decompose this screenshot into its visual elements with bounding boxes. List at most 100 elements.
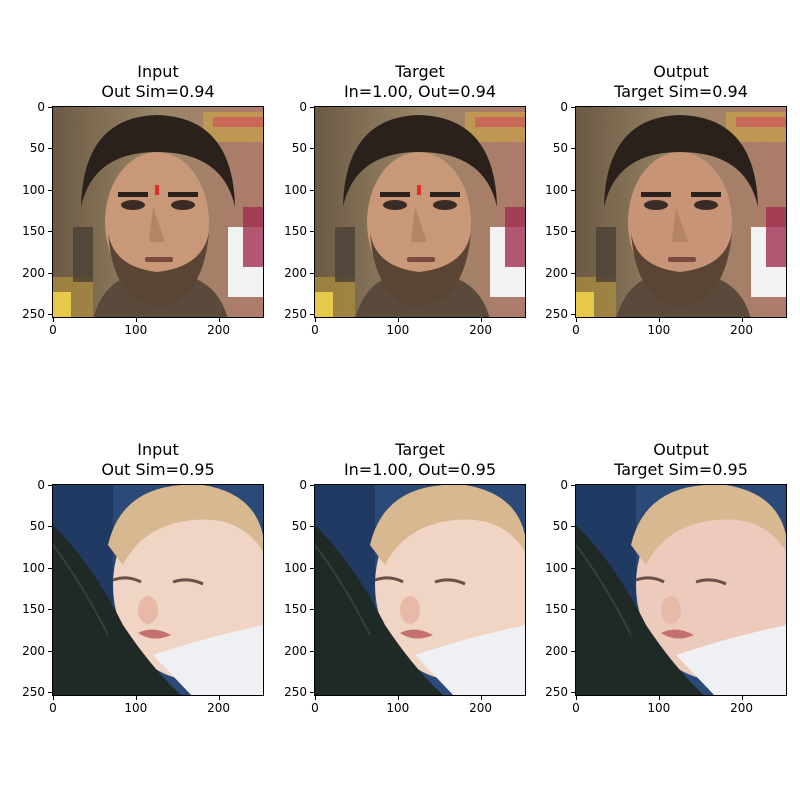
y-tick-mark	[48, 314, 52, 315]
y-tick-mark	[310, 567, 314, 569]
y-tick-label: 50	[291, 141, 307, 156]
y-tick-mark	[571, 231, 575, 233]
x-tick-mark	[53, 318, 54, 322]
y-tick-mark	[48, 485, 52, 486]
y-tick-label: 50	[552, 141, 568, 156]
x-tick-label: 100	[124, 701, 148, 715]
y-tick-mark	[48, 692, 52, 693]
y-tick-mark	[310, 650, 314, 652]
man-face-photo-generated	[575, 106, 787, 318]
panel-title-line2: In=1.00, Out=0.95	[343, 460, 497, 479]
y-tick-mark	[571, 189, 575, 191]
y-tick-label: 200	[22, 265, 45, 280]
y-tick-mark	[571, 567, 575, 569]
panel-title-line1: Output	[653, 440, 709, 459]
x-tick-mark	[576, 696, 577, 700]
panel-title-line2: Target Sim=0.95	[614, 460, 748, 479]
y-tick-mark	[310, 485, 314, 486]
y-tick-mark	[48, 272, 52, 274]
x-tick-mark	[218, 318, 220, 322]
man-face-photo	[314, 106, 526, 318]
panel-title-line1: Target	[395, 62, 445, 81]
x-tick-mark	[315, 318, 316, 322]
x-tick-label: 100	[386, 701, 410, 715]
y-tick-mark	[571, 314, 575, 315]
y-tick-mark	[310, 526, 314, 528]
y-tick-mark	[571, 272, 575, 274]
baby-face-photo	[314, 484, 526, 696]
y-tick-label: 50	[29, 141, 45, 156]
x-tick-mark	[576, 318, 577, 322]
x-tick-mark	[741, 696, 743, 700]
panel-title-line1: Input	[137, 440, 179, 459]
x-tick-label: 0	[572, 323, 580, 337]
panel-title: Input Out Sim=0.94	[28, 62, 288, 102]
y-tick-label: 100	[545, 560, 568, 575]
panel-title: Output Target Sim=0.95	[551, 440, 800, 480]
y-tick-label: 100	[22, 560, 45, 575]
y-tick-mark	[310, 314, 314, 315]
y-tick-label: 150	[284, 224, 307, 239]
y-tick-mark	[571, 692, 575, 693]
baby-face-photo	[52, 484, 264, 696]
y-tick-label: 200	[545, 643, 568, 658]
y-tick-label: 100	[545, 182, 568, 197]
y-tick-label: 250	[545, 685, 568, 699]
man-face-photo	[52, 106, 264, 318]
panel-title-line2: In=1.00, Out=0.94	[343, 82, 497, 101]
y-tick-label: 250	[545, 307, 568, 321]
x-tick-mark	[135, 318, 137, 322]
y-tick-label: 50	[29, 519, 45, 534]
y-tick-mark	[48, 189, 52, 191]
y-tick-label: 200	[22, 643, 45, 658]
y-tick-label: 0	[560, 100, 568, 114]
x-tick-mark	[218, 696, 220, 700]
x-tick-label: 200	[469, 701, 493, 715]
baby-face-photo-generated	[575, 484, 787, 696]
y-tick-mark	[48, 567, 52, 569]
y-tick-mark	[310, 148, 314, 150]
image-panel	[314, 106, 526, 318]
y-tick-label: 100	[284, 560, 307, 575]
panel-title: Target In=1.00, Out=0.94	[290, 62, 550, 102]
y-tick-mark	[48, 107, 52, 108]
y-tick-label: 50	[552, 519, 568, 534]
panel-title: Input Out Sim=0.95	[28, 440, 288, 480]
panel-title-line2: Out Sim=0.95	[101, 460, 215, 479]
y-tick-mark	[571, 485, 575, 486]
y-tick-label: 150	[545, 602, 568, 617]
y-tick-label: 250	[284, 307, 307, 321]
x-tick-mark	[658, 318, 660, 322]
x-tick-mark	[480, 696, 482, 700]
y-tick-label: 250	[22, 307, 45, 321]
y-tick-label: 50	[291, 519, 307, 534]
y-tick-mark	[571, 526, 575, 528]
x-tick-label: 0	[572, 701, 580, 715]
x-tick-label: 100	[647, 323, 671, 337]
panel-title: Target In=1.00, Out=0.95	[290, 440, 550, 480]
x-tick-label: 0	[49, 323, 57, 337]
x-tick-label: 100	[647, 701, 671, 715]
x-tick-label: 200	[469, 323, 493, 337]
x-tick-mark	[658, 696, 660, 700]
x-tick-mark	[53, 696, 54, 700]
panel-title-line2: Target Sim=0.94	[614, 82, 748, 101]
y-tick-mark	[310, 189, 314, 191]
x-tick-mark	[397, 318, 399, 322]
x-tick-label: 200	[207, 701, 231, 715]
y-tick-mark	[310, 692, 314, 693]
y-tick-mark	[310, 609, 314, 611]
y-tick-label: 100	[22, 182, 45, 197]
y-tick-label: 150	[22, 602, 45, 617]
panel-title-line1: Input	[137, 62, 179, 81]
x-tick-label: 200	[207, 323, 231, 337]
y-tick-label: 200	[284, 265, 307, 280]
y-tick-label: 150	[284, 602, 307, 617]
image-panel	[575, 484, 787, 696]
y-tick-mark	[571, 148, 575, 150]
y-tick-label: 0	[37, 478, 45, 492]
panel-title-line1: Target	[395, 440, 445, 459]
x-tick-mark	[315, 696, 316, 700]
y-tick-mark	[310, 231, 314, 233]
y-tick-label: 150	[22, 224, 45, 239]
